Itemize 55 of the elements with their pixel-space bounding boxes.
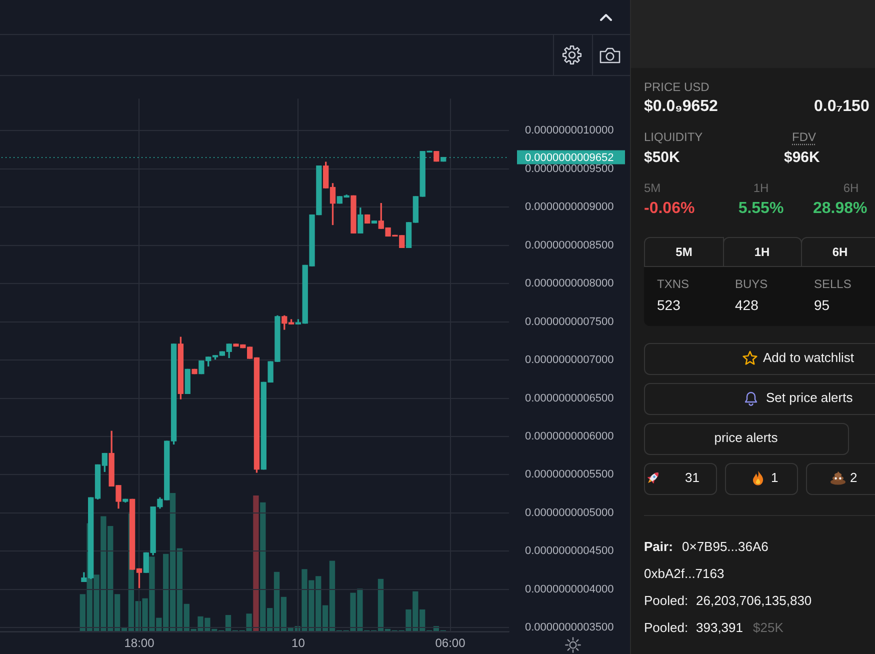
- text: 2: [850, 470, 858, 486]
- text: $50K: [644, 149, 680, 167]
- text: 393,391: [696, 620, 743, 636]
- y-tick-label: 0.0000000006500: [525, 392, 614, 404]
- text: 26,203,706,135,830: [696, 593, 812, 609]
- y-tick-label: 0.0000000007000: [525, 354, 614, 366]
- text: 428: [735, 296, 758, 314]
- y-tick-label: 0.0000000004500: [525, 545, 614, 558]
- text: 1H: [753, 180, 769, 196]
- text: PRICE USD: [644, 80, 710, 94]
- y-tick-label: 0.0000000007500: [525, 316, 614, 328]
- y-tick-label: 0.0000000006000: [525, 430, 614, 443]
- text: Pair:: [644, 539, 673, 555]
- y-tick-label: 0.0000000005500: [525, 468, 614, 481]
- y-tick-label: 0.0000000008500: [525, 239, 614, 252]
- text: 523: [657, 296, 680, 314]
- ref-line-label: 0.0000000009652: [525, 152, 614, 164]
- text: 5.55%: [738, 199, 784, 219]
- text: FDV: [792, 130, 816, 144]
- text: 6H: [843, 180, 859, 196]
- x-tick-label: 10: [292, 636, 306, 650]
- y-tick-label: 0.0000000009000: [525, 201, 614, 214]
- y-tick-label: 0.0000000003500: [525, 622, 614, 634]
- text: SELLS: [814, 276, 852, 292]
- x-tick-label: 06:00: [435, 636, 466, 650]
- text: 0.0₇150: [814, 97, 870, 117]
- text: TXNS: [657, 276, 690, 292]
- text: -0.06%: [644, 199, 695, 219]
- text: 28.98%: [813, 199, 868, 219]
- text: $0.0₉9652: [644, 97, 718, 117]
- text: 31: [685, 470, 700, 486]
- text: $25K: [753, 620, 784, 636]
- y-tick-label: 0.0000000009500: [525, 162, 614, 175]
- text: price alerts: [714, 430, 778, 446]
- text: BUYS: [735, 276, 768, 292]
- text: 1H: [754, 244, 770, 260]
- y-tick-label: 0.0000000008000: [525, 278, 614, 290]
- text: Pooled:: [644, 620, 688, 636]
- text: $96K: [784, 149, 820, 167]
- text: Set price alerts: [766, 390, 853, 406]
- x-tick-label: 18:00: [124, 636, 155, 650]
- text: 6H: [832, 244, 848, 260]
- y-tick-label: 0.0000000010000: [525, 124, 614, 137]
- text: 1: [771, 470, 778, 486]
- text: 0×7B95...36A6: [682, 539, 768, 555]
- text: 5M: [644, 180, 661, 196]
- text: Pooled:: [644, 593, 688, 609]
- text: Add to watchlist: [763, 350, 854, 366]
- y-tick-label: 0.0000000004000: [525, 583, 614, 596]
- text: 95: [814, 296, 830, 314]
- text: LIQUIDITY: [644, 130, 703, 144]
- bar: [253, 495, 259, 632]
- text: 5M: [676, 244, 692, 260]
- y-tick-label: 0.0000000005000: [525, 506, 614, 519]
- text: 0xbA2f...7163: [644, 566, 724, 582]
